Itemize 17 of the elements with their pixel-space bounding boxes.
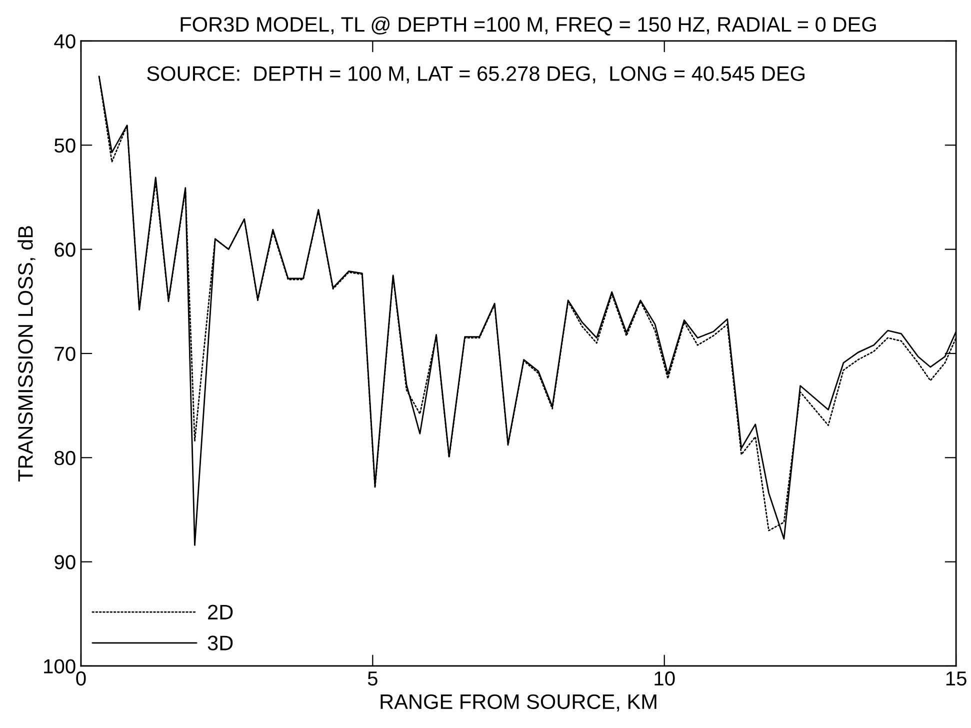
chart-title: FOR3D MODEL, TL @ DEPTH =100 M, FREQ = 150 HZ, RADIAL = 0 DEG [180, 16, 876, 36]
y-axis-title: TRANSMISSION LOSS, dB [18, 226, 36, 482]
y-tick-label: 40 [54, 34, 76, 48]
legend-label: 2D [208, 604, 233, 620]
y-tick-label: 90 [54, 555, 76, 570]
y-tick-label: 80 [54, 450, 76, 466]
x-tick-label: 10 [654, 671, 675, 686]
x-tick-label: 5 [368, 672, 378, 686]
y-tick-label: 50 [54, 138, 76, 153]
legend-label: 3D [208, 636, 233, 650]
annotation: SOURCE: DEPTH = 100 M, LAT = 65.278 DEG, LONG = 40.545 DEG [147, 66, 804, 84]
y-tick-label: 70 [54, 346, 76, 361]
x-axis-title: RANGE FROM SOURCE, KM [380, 694, 656, 712]
x-tick-label: 0 [76, 671, 86, 686]
x-tick-label: 15 [946, 672, 966, 686]
y-tick-label: 60 [54, 242, 76, 257]
y-tick-label: 100 [44, 659, 76, 674]
